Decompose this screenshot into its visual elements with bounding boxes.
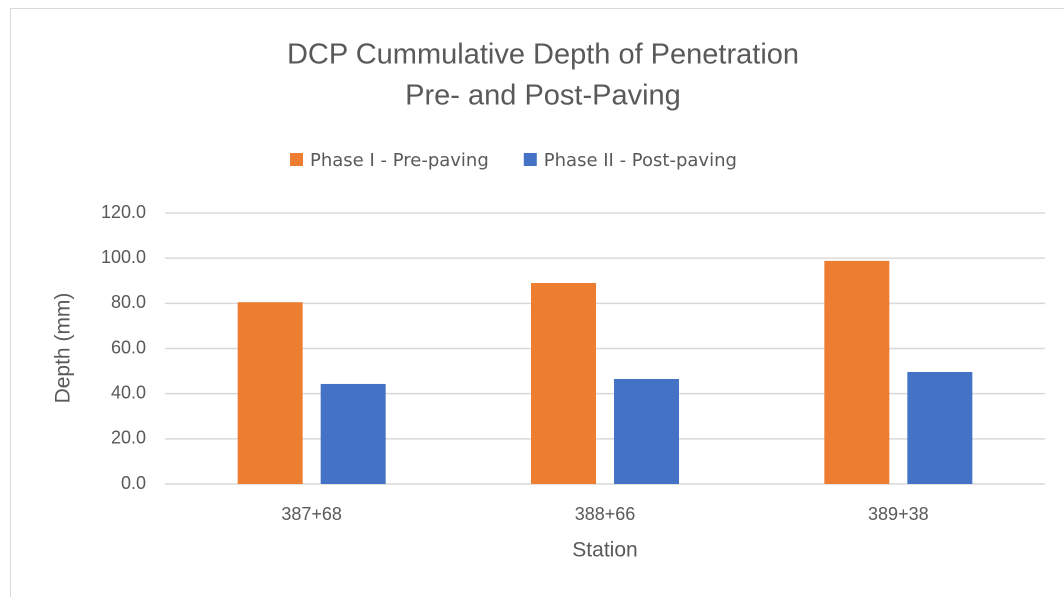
x-tick-label: 387+68	[281, 504, 342, 524]
chart-title: DCP Cummulative Depth of Penetration	[287, 39, 799, 71]
x-axis-title: Station	[572, 539, 637, 562]
x-tick-label: 388+66	[575, 504, 636, 524]
y-tick-label: 120.0	[101, 202, 146, 222]
bar	[907, 371, 973, 484]
y-tick-label: 20.0	[111, 428, 146, 448]
bar	[531, 283, 596, 484]
bar	[237, 302, 303, 484]
legend-text: Phase I - Pre-paving	[310, 150, 489, 171]
x-tick-label: 389+38	[868, 504, 929, 524]
y-tick-label: 100.0	[101, 247, 146, 267]
y-tick-label: 0.0	[121, 473, 146, 493]
y-tick-label: 40.0	[111, 382, 146, 402]
y-tick-label: 60.0	[111, 337, 146, 357]
bar	[614, 378, 679, 484]
legend-text: Phase II - Post-paving	[544, 150, 737, 171]
y-axis-title: Depth (mm)	[52, 293, 75, 404]
chart-subtitle: Pre- and Post-Paving	[405, 80, 681, 112]
legend-swatch	[523, 153, 537, 166]
y-tick-label: 80.0	[111, 292, 146, 312]
bar	[824, 260, 890, 484]
legend-swatch	[290, 153, 303, 166]
bar	[320, 383, 386, 484]
